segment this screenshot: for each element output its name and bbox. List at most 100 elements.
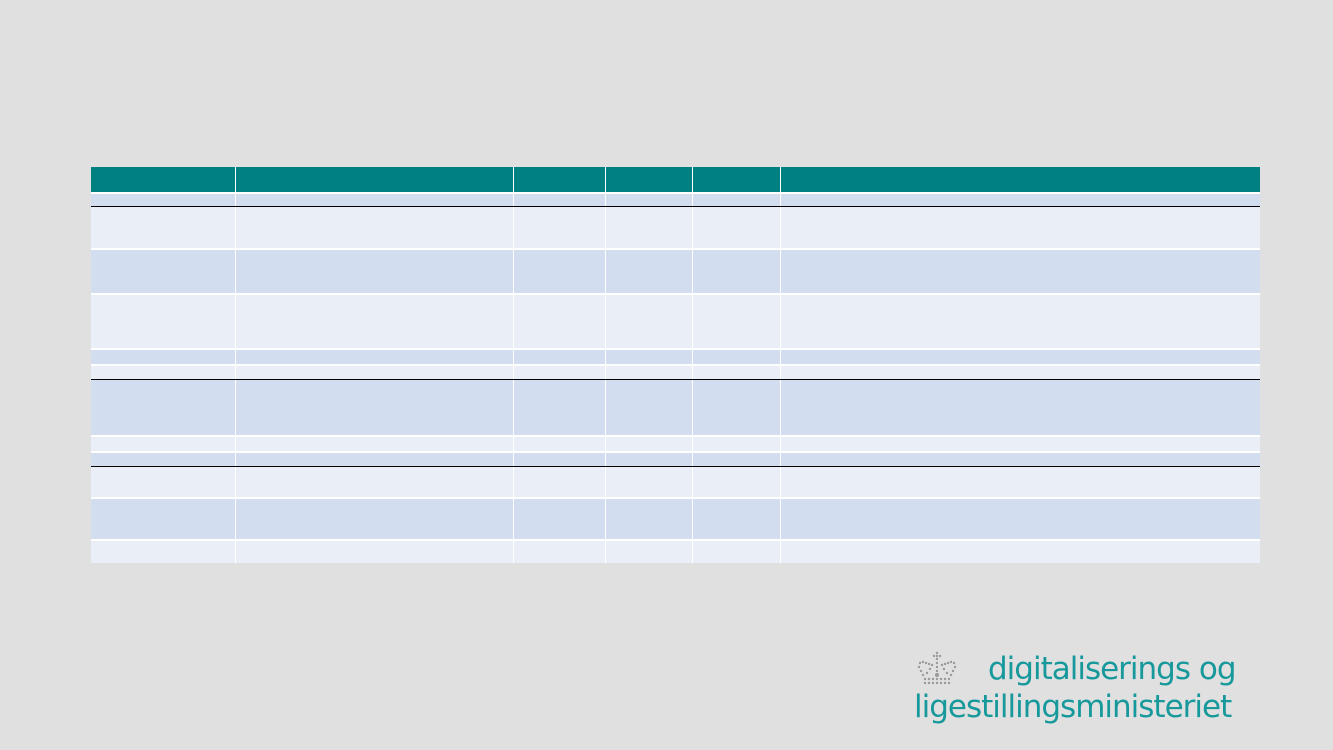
table-cell bbox=[514, 250, 606, 293]
crown-dot bbox=[935, 669, 939, 673]
header-cell bbox=[781, 167, 1260, 192]
table-cell bbox=[514, 194, 606, 206]
crown-dot bbox=[940, 663, 944, 667]
crown-dot bbox=[945, 671, 949, 675]
table-row bbox=[91, 466, 1260, 497]
table-cell bbox=[236, 499, 514, 539]
crown-dot bbox=[935, 661, 939, 665]
crown-dot bbox=[923, 681, 927, 685]
crown-dot bbox=[949, 660, 953, 664]
crown-dot bbox=[935, 681, 939, 685]
header-cell bbox=[693, 167, 781, 192]
table-cell bbox=[781, 250, 1260, 293]
table-cell bbox=[514, 541, 606, 563]
table-cell bbox=[514, 295, 606, 348]
table-cell bbox=[781, 366, 1260, 379]
table-cell bbox=[236, 437, 514, 451]
crown-dot bbox=[931, 681, 935, 685]
crown-dot bbox=[935, 673, 939, 677]
table-cell bbox=[236, 295, 514, 348]
table-cell bbox=[606, 499, 693, 539]
table-cell bbox=[781, 499, 1260, 539]
table-cell bbox=[606, 207, 693, 248]
crown-icon bbox=[917, 651, 957, 685]
crown-dot bbox=[943, 662, 947, 666]
table-cell bbox=[781, 350, 1260, 364]
table-cell bbox=[514, 499, 606, 539]
crown-dot bbox=[924, 661, 928, 665]
crown-dot bbox=[921, 660, 925, 664]
table-cell bbox=[91, 499, 236, 539]
table-row bbox=[91, 206, 1260, 248]
crown-dot bbox=[927, 681, 931, 685]
table-cell bbox=[514, 467, 606, 497]
table-cell bbox=[693, 366, 781, 379]
table-cell bbox=[91, 194, 236, 206]
crown-dot bbox=[935, 677, 939, 681]
table-cell bbox=[91, 541, 236, 563]
table-cell bbox=[91, 380, 236, 435]
table-cell bbox=[236, 207, 514, 248]
table-cell bbox=[236, 350, 514, 364]
crown-dot bbox=[942, 667, 946, 671]
crown-dot bbox=[953, 665, 957, 669]
table-cell bbox=[693, 380, 781, 435]
table-cell bbox=[781, 541, 1260, 563]
header-cell bbox=[606, 167, 693, 192]
table-cell bbox=[781, 207, 1260, 248]
table-cell bbox=[514, 380, 606, 435]
table-cell bbox=[606, 194, 693, 206]
header-cell bbox=[91, 167, 236, 192]
crown-dot bbox=[925, 671, 929, 675]
table-cell bbox=[781, 437, 1260, 451]
table-cell bbox=[781, 194, 1260, 206]
table-cell bbox=[514, 437, 606, 451]
crown-dot bbox=[947, 681, 951, 685]
table-cell bbox=[606, 541, 693, 563]
table-cell bbox=[693, 499, 781, 539]
crown-dot bbox=[951, 669, 955, 673]
crown-dot bbox=[918, 661, 922, 665]
table-cell bbox=[91, 250, 236, 293]
table-cell bbox=[693, 250, 781, 293]
crown-dot bbox=[935, 665, 939, 669]
table-cell bbox=[693, 453, 781, 466]
table-cell bbox=[91, 453, 236, 466]
table-row bbox=[91, 451, 1260, 466]
crown-dot bbox=[923, 677, 927, 681]
table-cell bbox=[236, 467, 514, 497]
crown-dot bbox=[917, 665, 921, 669]
table-cell bbox=[781, 380, 1260, 435]
logo-line-2: ligestillingsministeriet bbox=[914, 689, 1232, 725]
table-cell bbox=[693, 541, 781, 563]
table-cell bbox=[236, 541, 514, 563]
table-cell bbox=[693, 295, 781, 348]
crown-dot bbox=[939, 681, 943, 685]
crown-dot bbox=[931, 677, 935, 681]
crown-dot bbox=[946, 661, 950, 665]
table-cell bbox=[91, 366, 236, 379]
crown-dot bbox=[943, 677, 947, 681]
data-table bbox=[91, 167, 1260, 563]
table-cell bbox=[606, 453, 693, 466]
table-cell bbox=[514, 366, 606, 379]
table-cell bbox=[781, 453, 1260, 466]
table-cell bbox=[91, 295, 236, 348]
table-cell bbox=[606, 295, 693, 348]
crown-dot bbox=[935, 651, 939, 655]
table-cell bbox=[236, 194, 514, 206]
header-cell bbox=[514, 167, 606, 192]
table-row bbox=[91, 379, 1260, 435]
crown-dot bbox=[919, 669, 923, 673]
table-row bbox=[91, 293, 1260, 348]
table-row bbox=[91, 192, 1260, 206]
table-cell bbox=[693, 350, 781, 364]
crown-dot bbox=[939, 677, 943, 681]
crown-dot bbox=[927, 662, 931, 666]
table-row bbox=[91, 364, 1260, 379]
table-cell bbox=[236, 250, 514, 293]
table-cell bbox=[514, 350, 606, 364]
table-cell bbox=[606, 380, 693, 435]
table-cell bbox=[514, 453, 606, 466]
table-row bbox=[91, 248, 1260, 293]
